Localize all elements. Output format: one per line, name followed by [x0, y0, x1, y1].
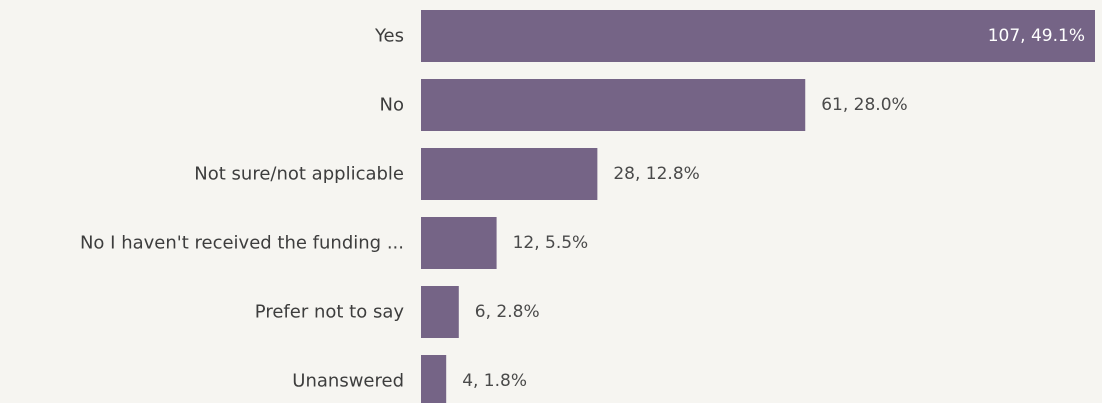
category-label: No I haven't received the funding ...: [80, 233, 404, 254]
value-label: 107, 49.1%: [988, 26, 1085, 46]
bar-0: [421, 10, 1095, 62]
bar-3: [421, 217, 497, 269]
value-label: 28, 12.8%: [613, 164, 699, 184]
value-label: 6, 2.8%: [475, 302, 540, 322]
value-label: 61, 28.0%: [821, 95, 907, 115]
value-label: 4, 1.8%: [462, 371, 527, 391]
bar-2: [421, 148, 598, 200]
category-label: Not sure/not applicable: [194, 164, 404, 185]
value-label: 12, 5.5%: [513, 233, 589, 253]
bar-5: [421, 355, 447, 403]
bars-group: Yes 107, 49.1% No 61, 28.0% Not sure/not app…: [80, 10, 1095, 403]
bar-1: [421, 79, 806, 131]
category-label: Prefer not to say: [255, 302, 405, 323]
bar-4: [421, 286, 459, 338]
category-label: No: [380, 95, 404, 116]
category-label: Yes: [374, 26, 404, 47]
category-label: Unanswered: [292, 371, 404, 392]
